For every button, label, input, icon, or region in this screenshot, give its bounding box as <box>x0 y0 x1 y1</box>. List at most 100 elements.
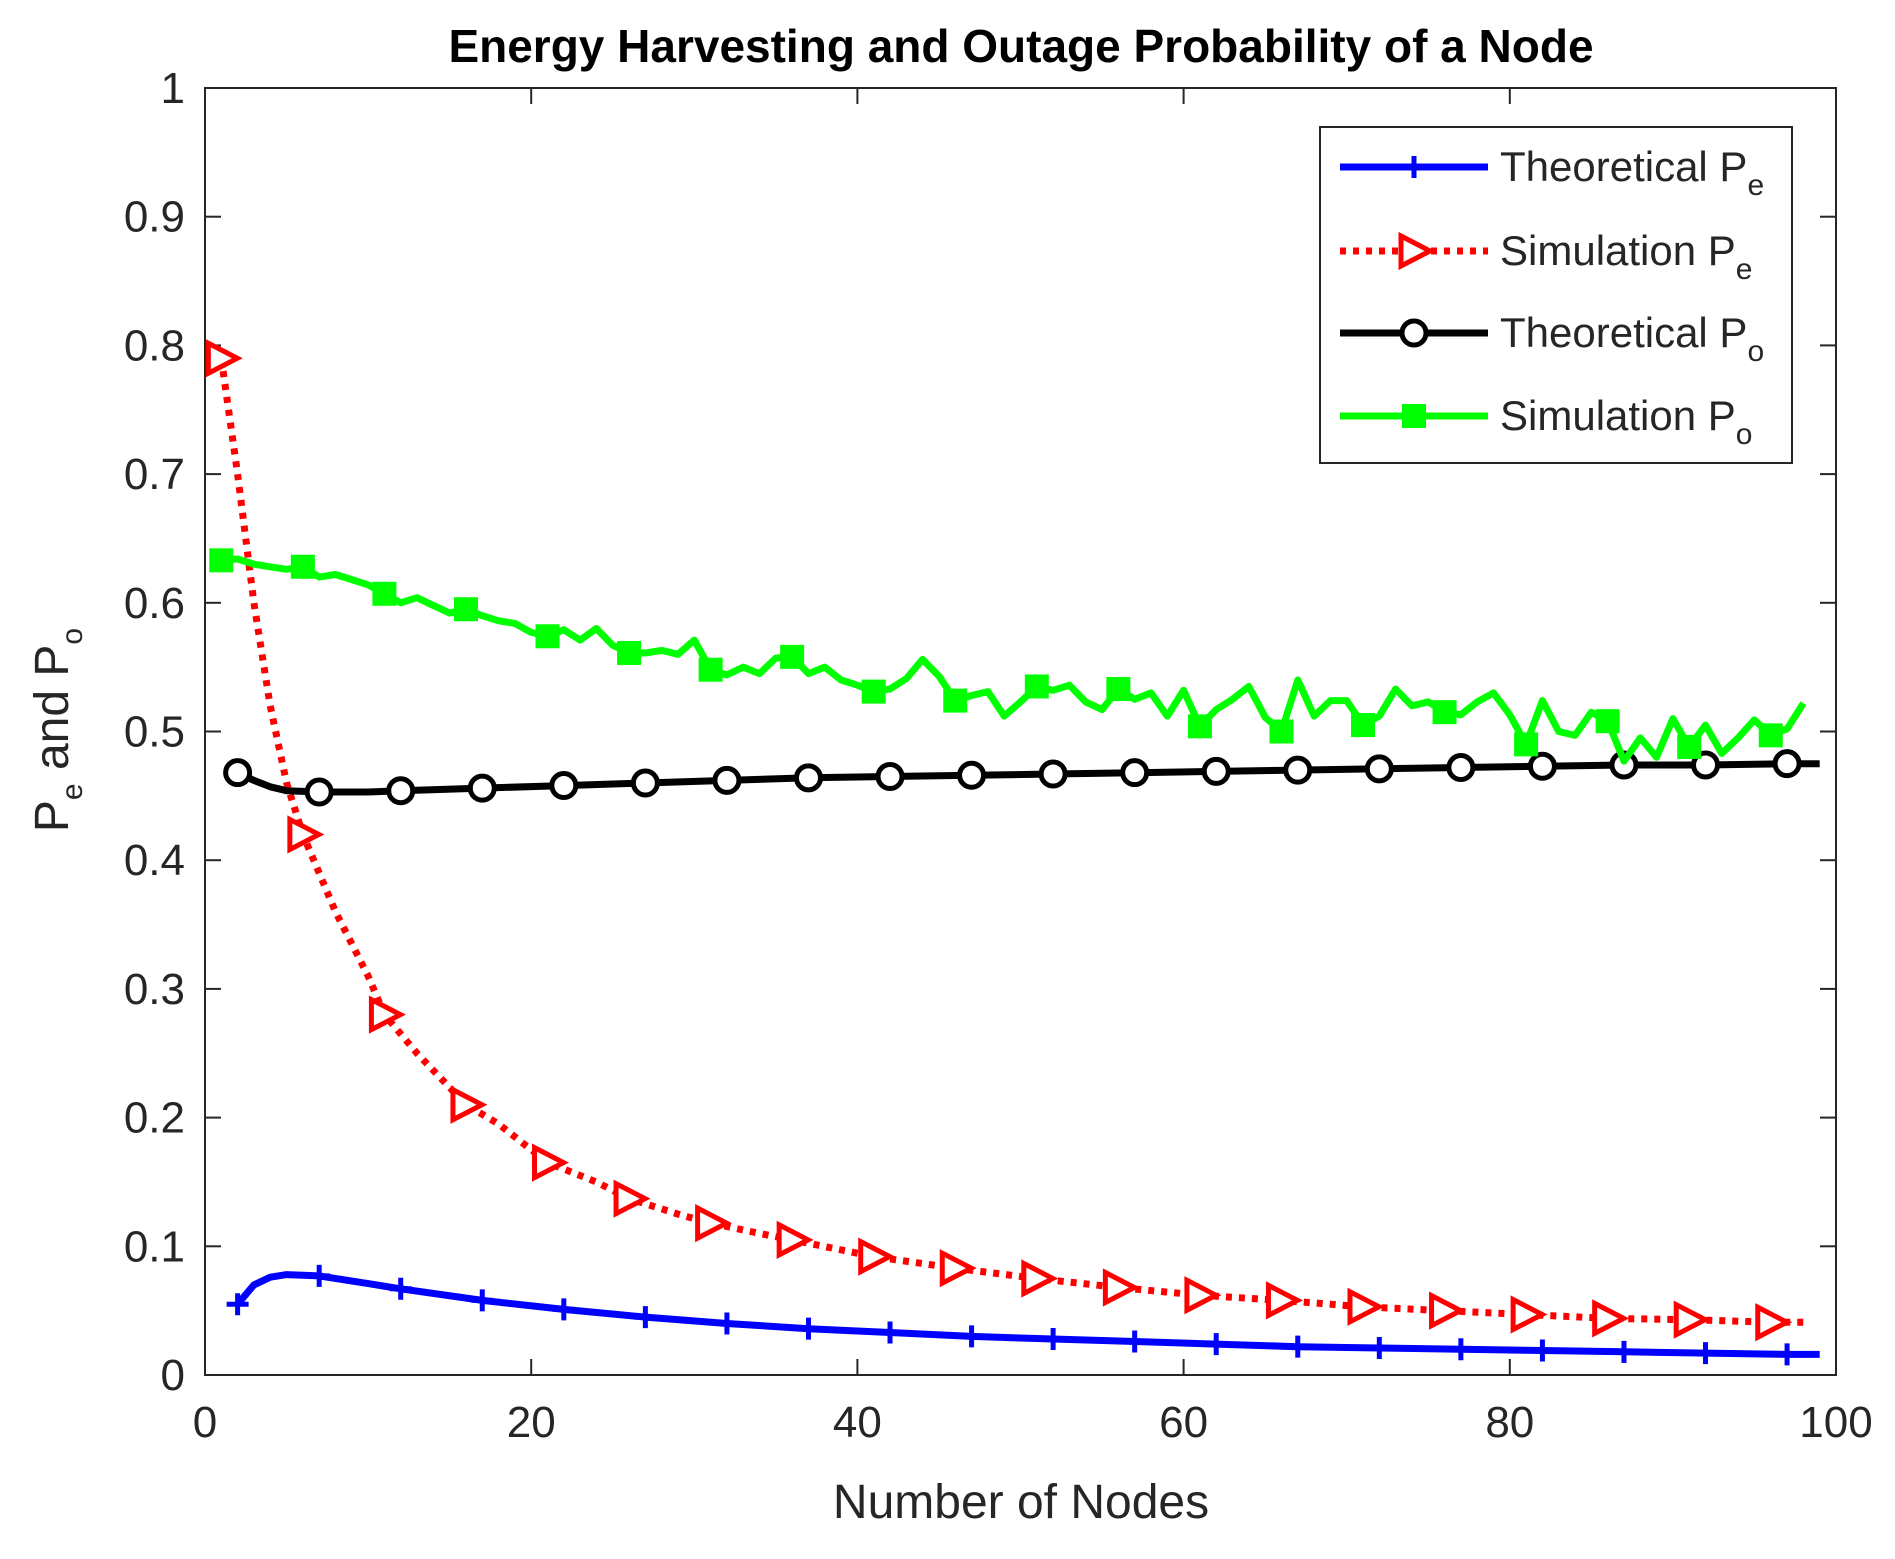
data-point-marker <box>943 688 968 713</box>
x-tick-label: 40 <box>833 1398 882 1447</box>
y-tick-label: 0.8 <box>124 321 185 370</box>
data-point-marker <box>1429 1291 1467 1330</box>
legend-marker <box>1402 404 1426 428</box>
legend-marker <box>1399 318 1429 348</box>
data-point-marker <box>1102 1268 1140 1307</box>
data-point-marker <box>695 1204 733 1243</box>
data-point-marker <box>1106 677 1131 702</box>
series-layer <box>205 339 1820 1366</box>
data-point-marker <box>793 763 823 793</box>
y-tick-label: 1 <box>161 64 185 113</box>
data-point-marker <box>1691 750 1721 780</box>
data-point-marker <box>1123 1330 1146 1353</box>
x-tick-label: 100 <box>1799 1398 1872 1447</box>
data-point-marker <box>535 624 560 649</box>
y-tick-label: 0 <box>161 1351 185 1400</box>
data-point-marker <box>287 815 325 854</box>
data-point-marker <box>617 640 642 665</box>
y-label-p1: P <box>26 800 79 832</box>
data-point-marker <box>290 554 315 579</box>
y-tick-label: 0.7 <box>124 450 185 499</box>
series-simulation-po <box>209 548 1807 765</box>
data-point-marker <box>1024 674 1049 699</box>
data-point-marker <box>1755 1303 1793 1342</box>
data-point-marker <box>939 1249 977 1288</box>
data-point-marker <box>368 995 406 1034</box>
data-point-marker <box>875 762 905 792</box>
data-point-marker <box>630 768 660 798</box>
data-point-marker <box>453 597 478 622</box>
legend-label-subscript: o <box>1747 335 1764 368</box>
data-point-marker <box>1286 1335 1309 1358</box>
y-tick-label: 0.9 <box>124 193 185 242</box>
axis-ticks: 0 20 40 60 80 100 0 0.1 0.2 0.3 0.4 0.5 0.6 0.7 0.8 0.9… <box>124 64 1873 1447</box>
y-tick-label: 0.3 <box>124 965 185 1014</box>
data-point-marker <box>389 1277 412 1300</box>
legend-box <box>1319 126 1793 464</box>
data-point-marker <box>776 1220 814 1259</box>
data-point-marker <box>549 771 579 801</box>
y-axis-label: Pe and Po <box>26 628 89 832</box>
x-tick-label: 20 <box>507 1398 556 1447</box>
x-axis-label: Number of Nodes <box>833 1476 1209 1529</box>
y-tick-label: 0.2 <box>124 1094 185 1143</box>
data-point-marker <box>471 1289 494 1312</box>
legend-label-subscript: e <box>1747 169 1764 202</box>
data-point-marker <box>1347 1287 1385 1326</box>
y-tick-label: 0.5 <box>124 708 185 757</box>
data-point-marker <box>861 679 886 704</box>
data-point-marker <box>613 1179 651 1218</box>
y-tick-label: 0.4 <box>124 836 185 885</box>
data-point-marker <box>698 657 723 682</box>
chart-title: Energy Harvesting and Outage Probability… <box>448 20 1593 72</box>
series-theoretical-po <box>223 749 1820 807</box>
data-point-marker <box>715 1312 738 1335</box>
data-point-marker <box>1364 754 1394 784</box>
data-point-marker <box>957 760 987 790</box>
data-point-marker <box>1120 758 1150 788</box>
y-label-sub-o: o <box>56 628 89 645</box>
data-point-marker <box>1201 756 1231 786</box>
legend-label: Theoretical Po <box>1500 309 1764 368</box>
legend-label-main: Theoretical P <box>1500 309 1747 356</box>
data-point-marker <box>552 1298 575 1321</box>
data-point-marker <box>1514 732 1539 757</box>
series-theoretical-pe <box>226 1264 1820 1366</box>
data-point-marker <box>304 777 334 807</box>
data-point-marker <box>1265 1281 1303 1320</box>
data-point-marker <box>1187 714 1212 739</box>
data-point-marker <box>467 773 497 803</box>
x-tick-label: 80 <box>1485 1398 1534 1447</box>
data-point-marker <box>1368 1336 1391 1359</box>
legend-label-subscript: o <box>1736 418 1753 451</box>
legend-label-main: Theoretical P <box>1500 143 1747 190</box>
data-point-marker <box>1612 1340 1635 1363</box>
data-point-marker <box>1510 1295 1548 1334</box>
legend-label-main: Simulation P <box>1500 227 1736 274</box>
data-point-marker <box>308 1264 331 1287</box>
data-point-marker <box>858 1237 896 1276</box>
data-point-marker <box>1283 755 1313 785</box>
data-point-marker <box>1432 700 1457 725</box>
data-point-marker <box>386 776 416 806</box>
data-point-marker <box>780 644 805 669</box>
y-label-sub-e: e <box>56 783 89 800</box>
y-label-and-p: and P <box>26 645 79 784</box>
data-point-marker <box>1531 1339 1554 1362</box>
data-point-marker <box>1449 1338 1472 1361</box>
data-point-marker <box>1527 751 1557 781</box>
data-point-marker <box>223 758 253 788</box>
data-point-marker <box>1269 719 1294 744</box>
data-point-marker <box>1694 1342 1717 1365</box>
data-point-marker <box>1446 753 1476 783</box>
data-point-marker <box>532 1143 569 1182</box>
data-point-marker <box>1673 1300 1711 1339</box>
data-point-marker <box>1677 734 1702 759</box>
data-point-marker <box>1184 1276 1222 1315</box>
data-point-marker <box>960 1325 983 1348</box>
data-point-marker <box>1772 749 1802 779</box>
legend-label: Simulation Pe <box>1500 227 1752 286</box>
data-point-marker <box>205 339 243 378</box>
